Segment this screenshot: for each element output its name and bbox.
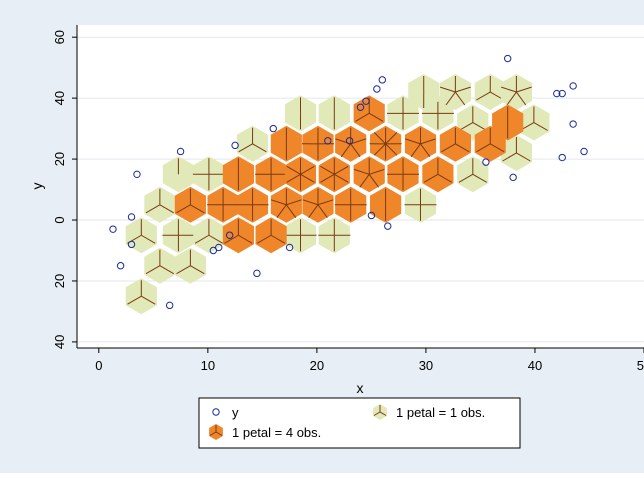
- legend-label-dark: 1 petal = 4 obs.: [232, 425, 321, 440]
- x-tick-label: 20: [310, 358, 324, 373]
- legend-label-scatter: y: [232, 405, 239, 420]
- x-tick-label: 30: [419, 358, 433, 373]
- y-tick-label: 0: [52, 216, 67, 223]
- x-tick-label: 50: [637, 358, 644, 373]
- legend: y 1 petal = 1 obs. 1 petal = 4 obs.: [199, 398, 520, 448]
- y-tick-label: 20: [52, 274, 67, 288]
- y-tick-label: 20: [52, 152, 67, 166]
- y-axis-label: y: [29, 183, 45, 190]
- y-tick-label: 60: [52, 30, 67, 44]
- legend-label-light: 1 petal = 1 obs.: [396, 405, 485, 420]
- x-tick-label: 0: [95, 358, 102, 373]
- x-tick-label: 10: [201, 358, 215, 373]
- y-tick-label: 40: [52, 335, 67, 349]
- y-tick-label: 40: [52, 91, 67, 105]
- x-axis-label: x: [357, 380, 364, 396]
- x-tick-label: 40: [528, 358, 542, 373]
